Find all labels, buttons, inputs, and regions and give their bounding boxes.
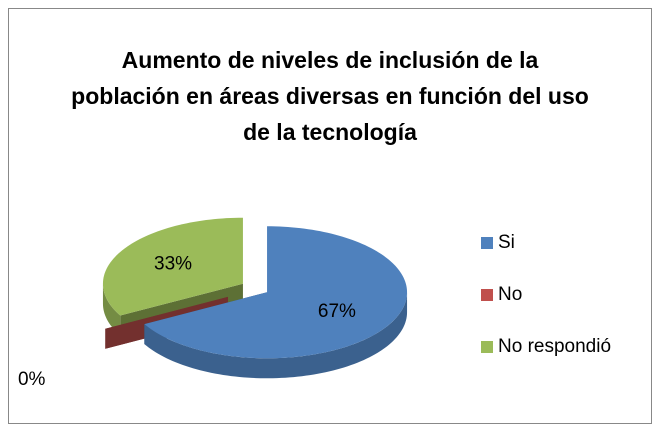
data-label: 33% — [154, 253, 192, 274]
data-label: 67% — [318, 301, 356, 322]
legend-label: Si — [498, 232, 515, 253]
data-label: 0% — [18, 369, 46, 390]
legend-swatch — [481, 341, 493, 353]
legend-label: No — [498, 284, 522, 305]
legend-swatch — [481, 237, 493, 249]
legend-label: No respondió — [498, 336, 611, 357]
slice — [144, 226, 408, 359]
slice-side — [144, 292, 408, 379]
slice-side — [102, 283, 121, 336]
legend-swatch — [481, 289, 493, 301]
chart-title: Aumento de niveles de inclusión de la po… — [71, 47, 589, 145]
slice — [102, 217, 243, 316]
